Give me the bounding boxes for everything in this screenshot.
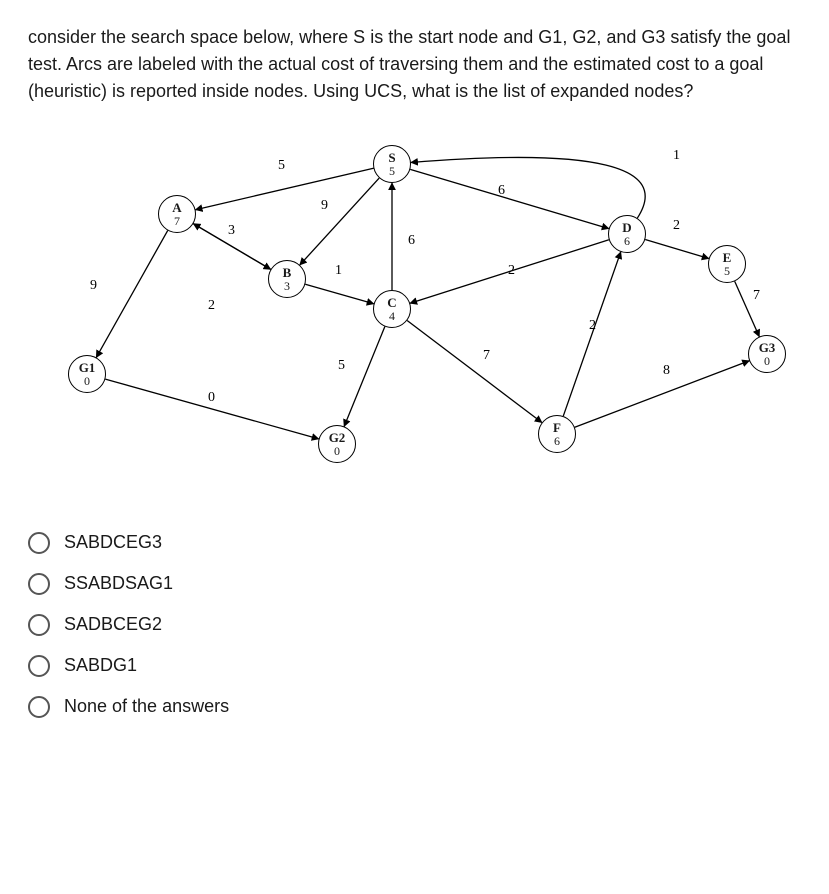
edge-cost-label: 6 — [498, 180, 505, 201]
edge-cost-label: 2 — [673, 215, 680, 236]
option-label: SADBCEG2 — [64, 611, 162, 638]
graph-node-s: S5 — [373, 145, 411, 183]
edge-cost-label: 8 — [663, 360, 670, 381]
option-row[interactable]: None of the answers — [28, 693, 801, 720]
edge-cost-label: 1 — [335, 260, 342, 281]
graph-edge — [645, 239, 709, 258]
graph-node-e: E5 — [708, 245, 746, 283]
option-row[interactable]: SSABDSAG1 — [28, 570, 801, 597]
graph-node-a: A7 — [158, 195, 196, 233]
edge-cost-label: 2 — [589, 315, 596, 336]
radio-icon — [28, 696, 50, 718]
edge-cost-label: 0 — [208, 387, 215, 408]
graph-edge — [344, 327, 385, 427]
edge-cost-label: 2 — [508, 260, 515, 281]
search-graph: S5 A7 B3 C4 D6 E5 F6 G10 G20 G30 5 9 6 1 3 9 2 1 6 5 7 2 2 7 2 8 0 — [28, 125, 788, 505]
edge-cost-label: 5 — [278, 155, 285, 176]
graph-node-d: D6 — [608, 215, 646, 253]
edge-cost-label: 7 — [483, 345, 490, 366]
option-row[interactable]: SADBCEG2 — [28, 611, 801, 638]
edge-cost-label: 5 — [338, 355, 345, 376]
graph-edge — [300, 178, 379, 265]
option-label: SABDCEG3 — [64, 529, 162, 556]
option-label: None of the answers — [64, 693, 229, 720]
graph-edge — [411, 157, 645, 218]
graph-node-b: B3 — [268, 260, 306, 298]
edge-cost-label: 1 — [673, 145, 680, 166]
edge-cost-label: 7 — [753, 285, 760, 306]
graph-edge — [407, 320, 542, 422]
graph-edge — [575, 361, 749, 427]
radio-icon — [28, 532, 50, 554]
graph-node-g1: G10 — [68, 355, 106, 393]
edge-cost-label: 2 — [208, 295, 215, 316]
graph-node-f: F6 — [538, 415, 576, 453]
option-label: SABDG1 — [64, 652, 137, 679]
option-row[interactable]: SABDCEG3 — [28, 529, 801, 556]
edge-cost-label: 3 — [228, 220, 235, 241]
edge-cost-label: 6 — [408, 230, 415, 251]
radio-icon — [28, 573, 50, 595]
graph-node-g2: G20 — [318, 425, 356, 463]
graph-edge — [410, 169, 609, 228]
graph-edge — [96, 231, 167, 358]
option-label: SSABDSAG1 — [64, 570, 173, 597]
graph-edge — [305, 284, 373, 304]
question-text: consider the search space below, where S… — [28, 24, 801, 105]
edge-cost-label: 9 — [90, 275, 97, 296]
answer-options: SABDCEG3 SSABDSAG1 SADBCEG2 SABDG1 None … — [28, 529, 801, 720]
graph-node-g3: G30 — [748, 335, 786, 373]
graph-node-c: C4 — [373, 290, 411, 328]
edge-cost-label: 9 — [321, 195, 328, 216]
radio-icon — [28, 655, 50, 677]
option-row[interactable]: SABDG1 — [28, 652, 801, 679]
radio-icon — [28, 614, 50, 636]
